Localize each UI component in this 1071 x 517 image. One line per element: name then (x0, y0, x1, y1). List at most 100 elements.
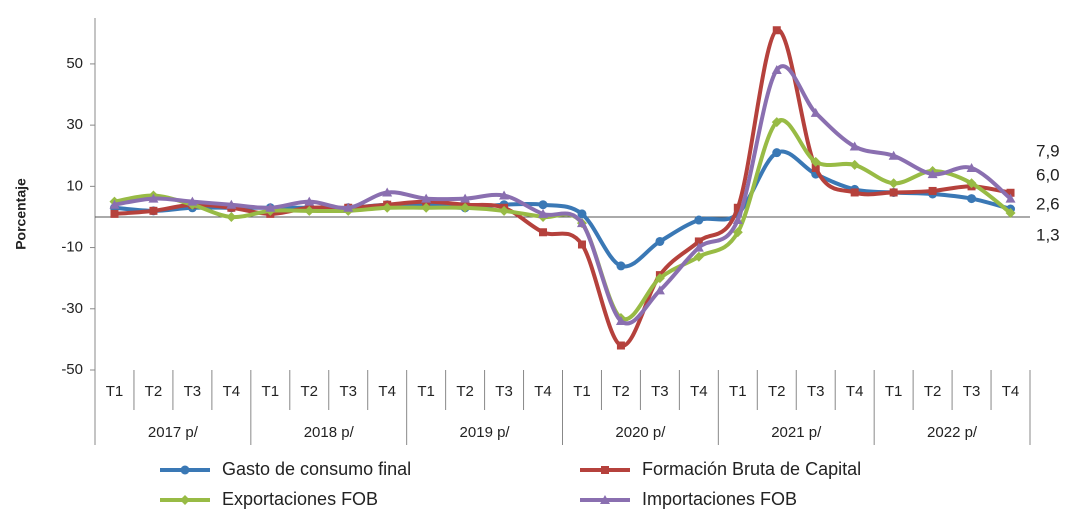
marker (187, 196, 198, 206)
marker (180, 495, 190, 505)
x-tick-label: T1 (885, 383, 903, 400)
x-tick-label: T2 (145, 383, 163, 400)
x-tick-label: T2 (924, 383, 942, 400)
y-tick-label: 30 (66, 116, 83, 133)
marker (421, 202, 432, 213)
marker (601, 466, 609, 474)
marker (967, 194, 977, 204)
y-tick-label: 50 (66, 55, 83, 72)
marker (654, 273, 665, 284)
marker (928, 186, 937, 195)
marker (654, 285, 665, 295)
y-tick-label: -30 (61, 300, 83, 317)
x-tick-label: T4 (846, 383, 864, 400)
legend-label: Exportaciones FOB (222, 489, 378, 509)
marker (772, 148, 782, 158)
marker (538, 200, 548, 210)
marker (226, 211, 237, 222)
marker (577, 240, 586, 249)
marker (772, 26, 781, 35)
marker (538, 208, 549, 218)
value-label: 1,3 (1036, 225, 1060, 244)
group-label: 2019 p/ (460, 424, 511, 441)
marker (732, 215, 743, 225)
marker (733, 203, 742, 212)
x-tick-label: T3 (807, 383, 825, 400)
x-tick-label: T1 (573, 383, 591, 400)
x-tick-label: T3 (963, 383, 981, 400)
group-label: 2021 p/ (771, 424, 822, 441)
y-axis-label: Porcentaje (13, 178, 29, 250)
x-tick-label: T1 (106, 383, 124, 400)
marker (499, 190, 510, 200)
marker (889, 188, 898, 197)
marker (849, 159, 860, 170)
marker (615, 316, 626, 326)
y-tick-label: -50 (61, 361, 83, 378)
marker (180, 465, 190, 475)
marker (655, 236, 665, 246)
series-line (114, 118, 1012, 322)
marker (382, 187, 393, 197)
marker (265, 202, 276, 212)
series-line (114, 28, 1011, 348)
marker (616, 341, 625, 350)
marker (1005, 207, 1016, 218)
x-tick-label: T4 (534, 383, 552, 400)
group-label: 2020 p/ (615, 424, 666, 441)
marker (600, 495, 610, 504)
x-tick-label: T1 (729, 383, 747, 400)
marker (149, 206, 158, 215)
marker (148, 193, 159, 203)
value-label: 6,0 (1036, 165, 1060, 184)
marker (810, 156, 821, 167)
marker (460, 202, 471, 213)
x-tick-label: T3 (651, 383, 669, 400)
value-label: 2,6 (1036, 194, 1060, 213)
marker (693, 242, 704, 252)
marker (850, 188, 859, 197)
marker (343, 202, 354, 212)
group-label: 2018 p/ (304, 424, 355, 441)
marker (110, 209, 119, 218)
x-tick-label: T3 (339, 383, 357, 400)
marker (1005, 193, 1016, 203)
marker (693, 251, 704, 262)
marker (304, 196, 315, 206)
marker (226, 199, 237, 209)
marker (810, 107, 821, 117)
legend-label: Gasto de consumo final (222, 459, 411, 479)
y-tick-label: 10 (66, 177, 83, 194)
x-tick-label: T3 (184, 383, 202, 400)
marker (616, 261, 626, 271)
marker (577, 209, 587, 219)
marker (1006, 188, 1015, 197)
marker (576, 218, 587, 228)
marker (849, 141, 860, 151)
marker (888, 178, 899, 189)
y-tick-label: -10 (61, 239, 83, 256)
legend-label: Formación Bruta de Capital (642, 459, 861, 479)
marker (460, 193, 471, 203)
marker (811, 163, 820, 172)
marker (421, 193, 432, 203)
marker (771, 117, 782, 128)
marker (966, 162, 977, 172)
x-tick-label: T2 (301, 383, 319, 400)
marker (927, 169, 938, 179)
marker (304, 205, 315, 216)
marker (888, 150, 899, 160)
marker (694, 215, 704, 225)
x-tick-label: T3 (495, 383, 513, 400)
marker (499, 205, 510, 216)
marker (109, 199, 120, 209)
x-tick-label: T4 (378, 383, 396, 400)
legend-label: Importaciones FOB (642, 489, 797, 509)
marker (539, 228, 548, 237)
x-tick-label: T4 (1002, 383, 1020, 400)
group-label: 2022 p/ (927, 424, 978, 441)
marker (966, 178, 977, 189)
marker (732, 227, 743, 238)
group-label: 2017 p/ (148, 424, 199, 441)
